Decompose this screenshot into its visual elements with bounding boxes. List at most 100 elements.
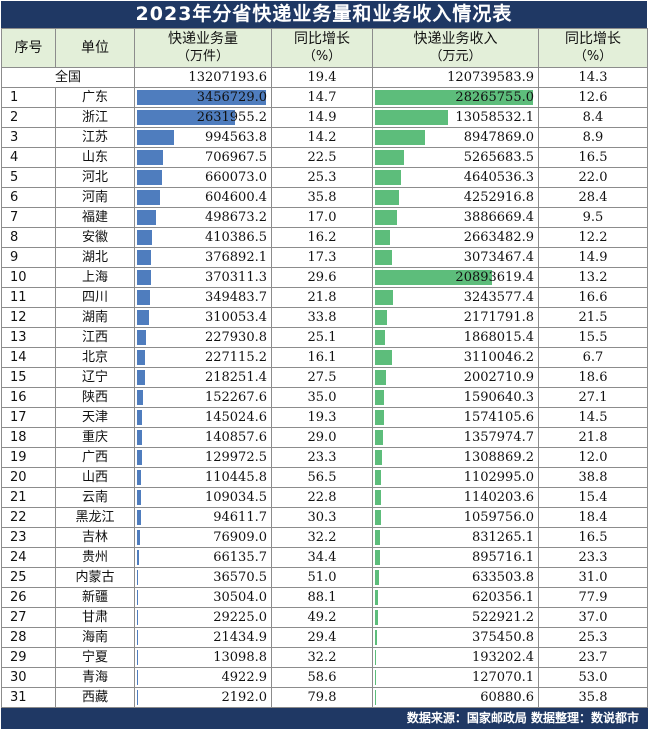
- total-label: 全国: [1, 67, 135, 88]
- volume-value: 29225.0: [213, 610, 267, 625]
- revenue-cell: 193202.4: [372, 647, 539, 668]
- row-revenue-growth: 15.5: [538, 327, 648, 348]
- row-rank: 13: [1, 327, 56, 348]
- revenue-cell: 375450.8: [372, 627, 539, 648]
- table-row: 4 山东 706967.5 22.5 5265683.5 16.5: [1, 147, 648, 168]
- volume-cell: 145024.6: [134, 407, 272, 428]
- volume-cell: 349483.7: [134, 287, 272, 308]
- volume-bar: [137, 390, 143, 405]
- volume-bar: [137, 210, 156, 225]
- volume-cell: 2631955.2: [134, 107, 272, 128]
- row-revenue-growth: 16.5: [538, 527, 648, 548]
- row-rank: 4: [1, 147, 56, 168]
- volume-bar: [137, 530, 140, 545]
- volume-cell: 3456729.0: [134, 87, 272, 108]
- volume-value: 2192.0: [221, 690, 268, 705]
- row-revenue-growth: 28.4: [538, 187, 648, 208]
- header-volume-unit: （万件）: [176, 49, 229, 64]
- row-volume-growth: 14.9: [271, 107, 373, 128]
- revenue-bar: [375, 530, 380, 545]
- table-row: 15 辽宁 218251.4 27.5 2002710.9 18.6: [1, 367, 648, 388]
- row-province: 河南: [55, 187, 135, 208]
- volume-bar: [137, 650, 138, 665]
- row-revenue-growth: 14.5: [538, 407, 648, 428]
- table-row: 30 青海 4922.9 58.6 127070.1 53.0: [1, 667, 648, 688]
- table-row: 11 四川 349483.7 21.8 3243577.4 16.6: [1, 287, 648, 308]
- row-rank: 28: [1, 627, 56, 648]
- header-revenue-growth-unit: （%）: [573, 49, 613, 64]
- volume-value: 706967.5: [204, 150, 267, 165]
- volume-bar: [137, 610, 138, 625]
- province-express-table: 序号 单位 快递业务量 （万件） 同比增长 （%） 快递业务收入 （万元） 同比增长 （…: [1, 28, 648, 729]
- row-revenue-growth: 35.8: [538, 687, 648, 708]
- volume-bar: [137, 350, 145, 365]
- volume-value: 310053.4: [204, 310, 267, 325]
- row-rank: 11: [1, 287, 56, 308]
- row-volume-growth: 19.3: [271, 407, 373, 428]
- table-row: 16 陕西 152267.6 35.0 1590640.3 27.1: [1, 387, 648, 408]
- volume-cell: 21434.9: [134, 627, 272, 648]
- table-row: 10 上海 370311.3 29.6 20893619.4 13.2: [1, 267, 648, 288]
- revenue-bar: [375, 310, 387, 325]
- row-rank: 29: [1, 647, 56, 668]
- row-province: 吉林: [55, 527, 135, 548]
- row-province: 湖北: [55, 247, 135, 268]
- row-rank: 8: [1, 227, 56, 248]
- revenue-bar: [375, 390, 384, 405]
- volume-cell: 994563.8: [134, 127, 272, 148]
- row-revenue-growth: 12.6: [538, 87, 648, 108]
- revenue-cell: 4252916.8: [372, 187, 539, 208]
- row-volume-growth: 27.5: [271, 367, 373, 388]
- row-rank: 25: [1, 567, 56, 588]
- table-row: 3 江苏 994563.8 14.2 8947869.0 8.9: [1, 127, 648, 148]
- revenue-value: 1059756.0: [463, 510, 534, 525]
- revenue-bar: [375, 190, 399, 205]
- row-province: 河北: [55, 167, 135, 188]
- revenue-cell: 633503.8: [372, 567, 539, 588]
- revenue-cell: 2663482.9: [372, 227, 539, 248]
- row-revenue-growth: 14.9: [538, 247, 648, 268]
- volume-value: 660073.0: [204, 170, 267, 185]
- row-revenue-growth: 18.4: [538, 507, 648, 528]
- revenue-value: 28265755.0: [455, 90, 534, 105]
- revenue-value: 1140203.6: [463, 490, 534, 505]
- revenue-value: 633503.8: [471, 570, 534, 585]
- header-revenue-unit: （万元）: [429, 49, 482, 64]
- revenue-bar: [375, 330, 385, 345]
- volume-cell: 110445.8: [134, 467, 272, 488]
- header-volume-growth-label: 同比增长: [294, 31, 350, 47]
- row-revenue-growth: 25.3: [538, 627, 648, 648]
- revenue-bar: [375, 550, 380, 565]
- row-rank: 24: [1, 547, 56, 568]
- row-revenue-growth: 12.0: [538, 447, 648, 468]
- revenue-cell: 60880.6: [372, 687, 539, 708]
- volume-value: 410386.5: [204, 230, 267, 245]
- row-province: 西藏: [55, 687, 135, 708]
- volume-bar: [137, 270, 151, 285]
- revenue-bar: [375, 350, 392, 365]
- revenue-cell: 1102995.0: [372, 467, 539, 488]
- row-volume-growth: 49.2: [271, 607, 373, 628]
- row-province: 海南: [55, 627, 135, 648]
- row-province: 北京: [55, 347, 135, 368]
- header-revenue: 快递业务收入 （万元）: [372, 28, 539, 68]
- volume-cell: 706967.5: [134, 147, 272, 168]
- row-revenue-growth: 8.9: [538, 127, 648, 148]
- table-row: 25 内蒙古 36570.5 51.0 633503.8 31.0: [1, 567, 648, 588]
- row-rank: 15: [1, 367, 56, 388]
- volume-cell: 227930.8: [134, 327, 272, 348]
- row-rank: 14: [1, 347, 56, 368]
- revenue-cell: 4640536.3: [372, 167, 539, 188]
- row-volume-growth: 25.3: [271, 167, 373, 188]
- volume-cell: 109034.5: [134, 487, 272, 508]
- revenue-bar: [375, 610, 378, 625]
- footer-row: 数据来源：国家邮政局 数据整理：数说都市: [1, 707, 648, 729]
- table-row: 18 重庆 140857.6 29.0 1357974.7 21.8: [1, 427, 648, 448]
- row-revenue-growth: 21.8: [538, 427, 648, 448]
- revenue-cell: 127070.1: [372, 667, 539, 688]
- revenue-value: 2002710.9: [463, 370, 534, 385]
- revenue-cell: 522921.2: [372, 607, 539, 628]
- volume-value: 218251.4: [204, 370, 267, 385]
- revenue-value: 8947869.0: [463, 130, 534, 145]
- revenue-bar: [375, 570, 379, 585]
